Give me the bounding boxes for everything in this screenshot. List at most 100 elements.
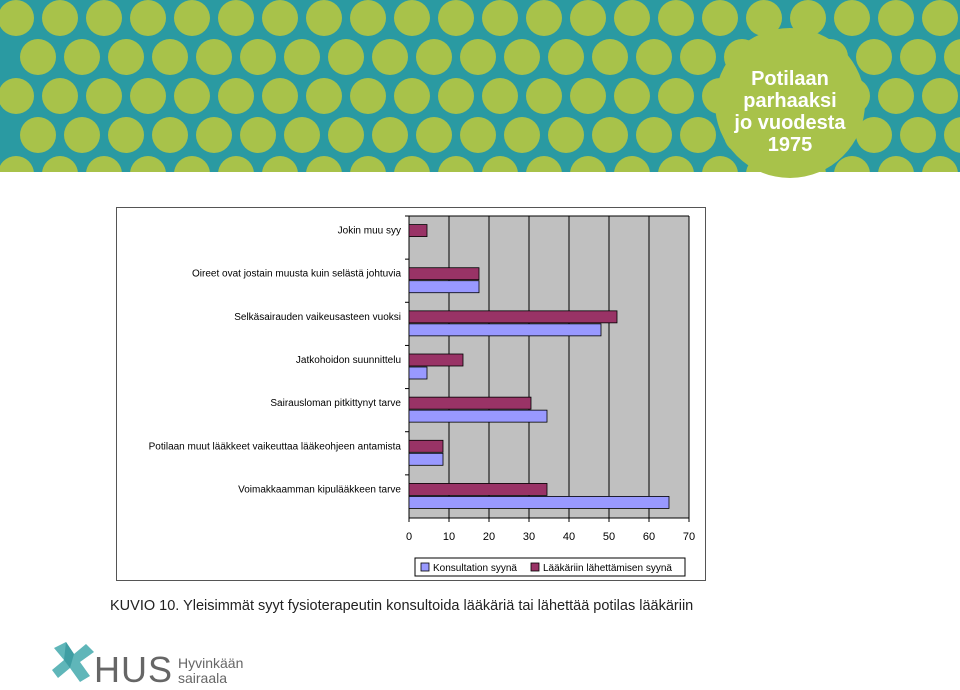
banner-dot [856, 117, 892, 153]
bar-consultation [408, 280, 480, 294]
banner-dot [438, 78, 474, 114]
banner-dot [900, 117, 936, 153]
banner-dot [108, 39, 144, 75]
banner-dot [328, 39, 364, 75]
banner-dot [526, 0, 562, 36]
x-tick-label: 20 [483, 531, 495, 543]
hus-cross-icon [52, 642, 94, 682]
bar-referral [408, 483, 548, 496]
x-tick-label: 0 [406, 531, 412, 543]
banner-dot [130, 0, 166, 36]
x-tick-label: 70 [683, 531, 695, 543]
slogan-line: jo vuodesta [734, 112, 846, 134]
banner-dot [130, 78, 166, 114]
banner-dot [152, 117, 188, 153]
banner-dot [262, 78, 298, 114]
banner-dot [548, 39, 584, 75]
banner-dot [240, 39, 276, 75]
banner-dot [438, 156, 474, 172]
banner-dot [482, 0, 518, 36]
banner-dot [922, 156, 958, 172]
banner-dot [350, 78, 386, 114]
banner-dot [636, 39, 672, 75]
category-label: Jatkohoidon suunnittelu [296, 355, 401, 366]
banner-dot [174, 156, 210, 172]
banner-dot [306, 78, 342, 114]
banner-dot [350, 156, 386, 172]
banner-dot [394, 78, 430, 114]
category-label: Sairausloman pitkittynyt tarve [270, 398, 401, 409]
banner-dot [284, 117, 320, 153]
banner-dot [240, 117, 276, 153]
bar-consultation [408, 409, 548, 423]
banner-dot [86, 156, 122, 172]
banner-dot [548, 117, 584, 153]
category-label: Oireet ovat jostain muusta kuin selästä … [192, 269, 401, 280]
slogan-line: 1975 [767, 134, 813, 156]
banner-dot [372, 117, 408, 153]
banner-dot [86, 0, 122, 36]
slogan-text: Potilaan parhaaksi jo vuodesta 1975 [715, 68, 865, 156]
banner-dot [944, 117, 960, 153]
logo-name-line: sairaala [178, 670, 228, 686]
category-label: Selkäsairauden vaikeusasteen vuoksi [234, 312, 401, 323]
banner-dot [394, 156, 430, 172]
banner-dot [592, 39, 628, 75]
chart-canvas: 0 10 20 30 40 50 60 70 Jokin muu syy Oireet ovat … [149, 215, 695, 577]
banner-dot [856, 39, 892, 75]
bar-referral [408, 224, 428, 237]
banner-dot [42, 78, 78, 114]
bar-referral [408, 396, 532, 410]
banner-dot [350, 0, 386, 36]
x-tick-label: 50 [603, 531, 615, 543]
banner-dot [0, 78, 34, 114]
banner-dot [482, 78, 518, 114]
banner-dot [746, 0, 782, 36]
banner-dot [262, 0, 298, 36]
bar-referral [408, 353, 464, 367]
banner-dot [526, 156, 562, 172]
banner-dot [394, 0, 430, 36]
banner-dot [438, 0, 474, 36]
banner-dot [86, 78, 122, 114]
bar-consultation [408, 496, 670, 509]
x-tick-label: 40 [563, 531, 575, 543]
banner-dot [372, 39, 408, 75]
banner-dot [504, 39, 540, 75]
banner-dot [614, 156, 650, 172]
banner-dot [944, 39, 960, 75]
banner-dot [526, 78, 562, 114]
banner-dot [64, 39, 100, 75]
banner-dot [218, 78, 254, 114]
category-label: Voimakkaamman kipulääkkeen tarve [238, 484, 401, 495]
banner-dot [702, 0, 738, 36]
banner-dot [174, 0, 210, 36]
banner-dot [570, 156, 606, 172]
legend-label: Konsultation syynä [433, 563, 517, 574]
banner-dot [900, 39, 936, 75]
banner-dot [504, 117, 540, 153]
banner-dot [108, 117, 144, 153]
bar-chart: 0 10 20 30 40 50 60 70 Jokin muu syy Oireet ovat … [116, 207, 706, 581]
banner-dot [328, 117, 364, 153]
legend-box [414, 557, 686, 577]
bar-consultation [408, 366, 428, 380]
category-label: Potilaan muut lääkkeet vaikeuttaa lääkeo… [149, 441, 402, 452]
bar-consultation [408, 323, 602, 337]
x-tick-label: 30 [523, 531, 535, 543]
banner-dot [0, 156, 34, 172]
banner-dot [834, 0, 870, 36]
banner-dot [218, 0, 254, 36]
bar-referral [408, 267, 480, 281]
banner-dot [20, 117, 56, 153]
banner-dot [460, 39, 496, 75]
x-tick-label: 60 [643, 531, 655, 543]
banner-dot [834, 156, 870, 172]
banner-dot [570, 0, 606, 36]
banner-dot [658, 156, 694, 172]
x-tick-label: 10 [443, 531, 455, 543]
slogan-line: parhaaksi [743, 90, 837, 112]
banner-dot [570, 78, 606, 114]
banner-dot [614, 0, 650, 36]
banner-dot [196, 39, 232, 75]
